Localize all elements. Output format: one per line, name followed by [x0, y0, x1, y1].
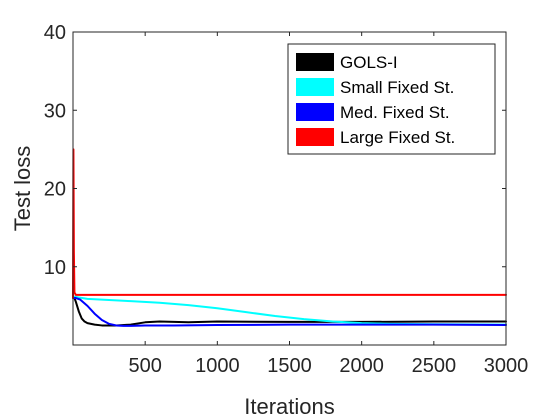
legend-swatch-4	[296, 128, 334, 146]
series-layer	[72, 148, 507, 327]
x-tick-label: 3000	[484, 355, 529, 377]
legend-items: GOLS-I Small Fixed St. Med. Fixed St. Large…	[296, 53, 455, 147]
legend-label-1: GOLS-I	[340, 53, 398, 72]
legend: GOLS-I Small Fixed St. Med. Fixed St. Large…	[287, 43, 496, 155]
legend-swatch-3	[296, 103, 334, 121]
x-tick-label: 1500	[267, 355, 312, 377]
x-tick-label: 500	[128, 355, 161, 377]
legend-label-4: Large Fixed St.	[340, 128, 455, 147]
y-tick-label: 20	[44, 179, 66, 201]
y-axis-title: Test loss	[10, 146, 35, 232]
series-line-4	[72, 148, 507, 300]
legend-label-2: Small Fixed St.	[340, 78, 454, 97]
y-tick-label: 30	[44, 100, 66, 122]
series-line-2	[72, 295, 507, 326]
legend-swatch-1	[296, 53, 334, 71]
y-tick-label: 40	[44, 22, 66, 44]
series-line-3	[72, 297, 507, 327]
x-axis-title: Iterations	[244, 394, 335, 419]
x-tick-label: 2500	[412, 355, 457, 377]
x-tick-label: 1000	[195, 355, 240, 377]
x-tick-label: 2000	[339, 355, 384, 377]
ticks-layer: 500 1000 1500 2000 2500 3000 10 20 30 40	[44, 22, 529, 377]
y-tick-label: 10	[44, 257, 66, 279]
legend-swatch-2	[296, 78, 334, 96]
legend-label-3: Med. Fixed St.	[340, 103, 450, 122]
